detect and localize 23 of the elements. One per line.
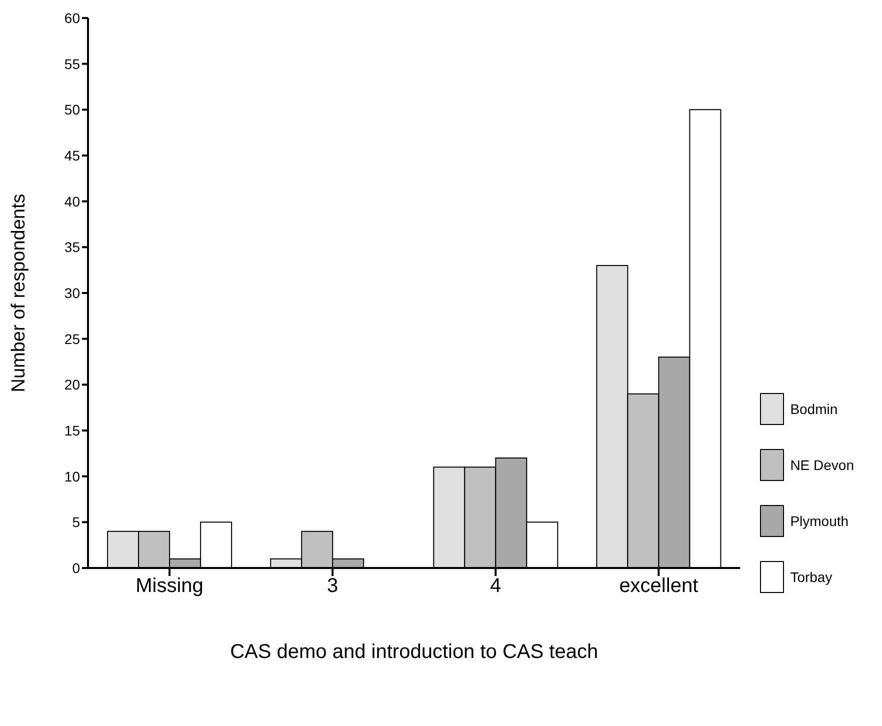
- y-tick-label: 30: [64, 284, 80, 301]
- y-tick-label: 10: [64, 468, 80, 484]
- y-tick-label: 45: [64, 147, 80, 164]
- y-tick-label: 20: [64, 376, 80, 393]
- legend-label: NE Devon: [790, 457, 854, 473]
- x-tick-label: Missing: [136, 575, 204, 598]
- y-tick-label: 35: [64, 239, 80, 256]
- y-tick-label: 40: [64, 193, 80, 210]
- x-tick-label: excellent: [619, 575, 699, 598]
- legend-label: Plymouth: [790, 513, 849, 529]
- y-tick-label: 0: [72, 560, 80, 576]
- y-tick-label: 50: [64, 102, 80, 118]
- x-tick-label: 3: [327, 575, 338, 598]
- y-tick-label: 60: [64, 10, 80, 26]
- x-axis-title: CAS demo and introduction to CAS teach: [230, 641, 598, 663]
- legend-label: Bodmin: [790, 401, 838, 417]
- legend-label: Torbay: [790, 569, 832, 585]
- y-axis-title: Number of respondents: [8, 194, 30, 392]
- y-tick-label: 15: [64, 422, 80, 438]
- y-tick-label: 55: [64, 56, 80, 72]
- y-tick-label: 25: [64, 330, 80, 347]
- y-tick-label: 5: [72, 514, 80, 530]
- x-tick-label: 4: [490, 575, 502, 598]
